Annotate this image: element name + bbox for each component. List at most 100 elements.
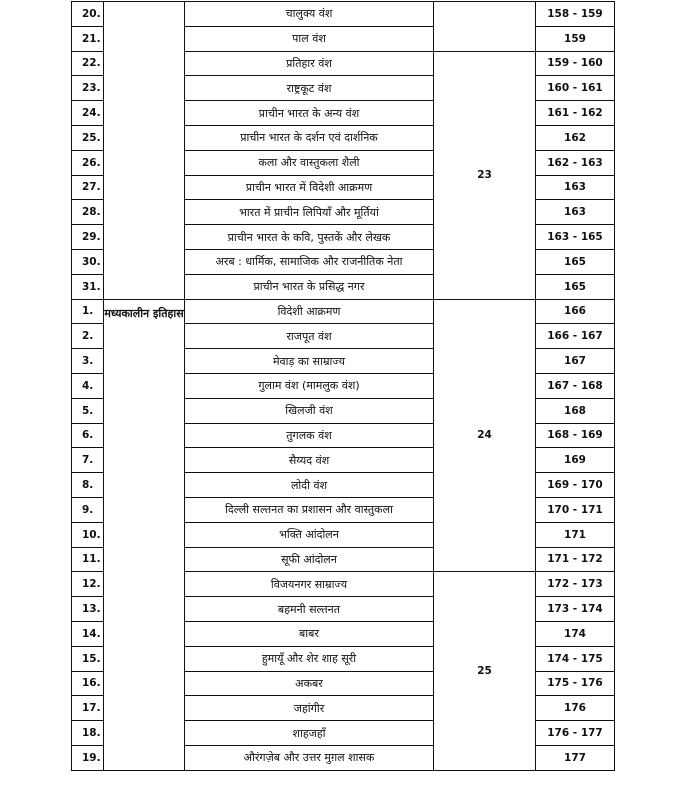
- section-name: [103, 1, 185, 300]
- topic-title: अरब : धार्मिक, सामाजिक और राजनीतिक नेता: [184, 248, 434, 275]
- topic-title: प्राचीन भारत के कवि, पुस्तकें और लेखक: [184, 224, 434, 250]
- page-range: 165: [535, 248, 615, 275]
- table-row: 14. बाबर 174: [71, 620, 615, 647]
- topic-title: प्राचीन भारत के दर्शन एवं दार्शनिक: [184, 124, 434, 151]
- group-number: 24: [433, 298, 536, 573]
- row-number: 9.: [71, 496, 104, 523]
- page-range: 175 - 176: [535, 670, 615, 697]
- table-row: 13. बहमनी सल्तनत 173 - 174: [71, 596, 615, 622]
- page-range: 159: [535, 25, 615, 52]
- page-range: 176: [535, 695, 615, 722]
- page-range: 161 - 162: [535, 100, 615, 126]
- page-range: 160 - 161: [535, 75, 615, 102]
- topic-title: सूफी आंदोलन: [184, 546, 434, 573]
- table-row: 16. अकबर 175 - 176: [71, 670, 615, 697]
- topic-title: लोदी वंश: [184, 472, 434, 498]
- page-range: 174 - 175: [535, 645, 615, 672]
- page-range: 168 - 169: [535, 422, 615, 449]
- row-number: 6.: [71, 422, 104, 449]
- table-row: 23. राष्ट्रकूट वंश 160 - 161: [71, 75, 615, 102]
- row-number: 4.: [71, 372, 104, 399]
- row-number: 19.: [71, 744, 104, 771]
- topic-title: राष्ट्रकूट वंश: [184, 75, 434, 102]
- table-row: 30. अरब : धार्मिक, सामाजिक और राजनीतिक ने…: [71, 248, 615, 275]
- table-row: 9. दिल्ली सल्तनत का प्रशासन और वास्तुकला 1…: [71, 496, 615, 523]
- table-row: 25. प्राचीन भारत के दर्शन एवं दार्शनिक 162: [71, 124, 615, 151]
- page-range: 166 - 167: [535, 323, 615, 350]
- topic-title: मेवाड़ का साम्राज्य: [184, 348, 434, 374]
- row-number: 21.: [71, 25, 104, 52]
- topic-title: तुगलक वंश: [184, 422, 434, 449]
- page-range: 163 - 165: [535, 224, 615, 250]
- topic-title: बाबर: [184, 620, 434, 647]
- table-row: 21. पाल वंश 159: [71, 25, 615, 52]
- topic-title: जहांगीर: [184, 695, 434, 722]
- page-range: 163: [535, 199, 615, 226]
- topic-title: सैय्यद वंश: [184, 447, 434, 474]
- row-number: 17.: [71, 695, 104, 722]
- topic-title: भारत में प्राचीन लिपियाँ और मूर्तियां: [184, 199, 434, 226]
- table-row: 4. गुलाम वंश (मामलुक वंश) 167 - 168: [71, 372, 615, 399]
- topic-title: दिल्ली सल्तनत का प्रशासन और वास्तुकला: [184, 496, 434, 523]
- row-number: 27.: [71, 174, 104, 201]
- row-number: 25.: [71, 124, 104, 151]
- row-number: 11.: [71, 546, 104, 573]
- row-number: 3.: [71, 348, 104, 374]
- table-row: 7. सैय्यद वंश 169: [71, 447, 615, 474]
- topic-title: खिलजी वंश: [184, 397, 434, 424]
- group-number: [433, 1, 536, 52]
- row-number: 29.: [71, 224, 104, 250]
- page-range: 167 - 168: [535, 372, 615, 399]
- group-number: 25: [433, 571, 536, 771]
- topic-title: विजयनगर साम्राज्य: [184, 571, 434, 598]
- row-number: 13.: [71, 596, 104, 622]
- page-range: 162: [535, 124, 615, 151]
- page-range: 171: [535, 521, 615, 548]
- page-range: 172 - 173: [535, 571, 615, 598]
- table-row: 6. तुगलक वंश 168 - 169: [71, 422, 615, 449]
- topic-title: विदेशी आक्रमण: [184, 298, 434, 325]
- table-row: 17. जहांगीर 176: [71, 695, 615, 722]
- row-number: 26.: [71, 149, 104, 176]
- row-number: 15.: [71, 645, 104, 672]
- topic-title: कला और वास्तुकला शैली: [184, 149, 434, 176]
- table-row: 3. मेवाड़ का साम्राज्य 167: [71, 348, 615, 374]
- row-number: 14.: [71, 620, 104, 647]
- table-row: 10. भक्ति आंदोलन 171: [71, 521, 615, 548]
- row-number: 30.: [71, 248, 104, 275]
- page-range: 163: [535, 174, 615, 201]
- row-number: 7.: [71, 447, 104, 474]
- row-number: 2.: [71, 323, 104, 350]
- row-number: 24.: [71, 100, 104, 126]
- group-number: 23: [433, 50, 536, 300]
- page-range: 169: [535, 447, 615, 474]
- row-number: 16.: [71, 670, 104, 697]
- topic-title: गुलाम वंश (मामलुक वंश): [184, 372, 434, 399]
- table-row: 29. प्राचीन भारत के कवि, पुस्तकें और लेखक…: [71, 224, 615, 250]
- row-number: 31.: [71, 273, 104, 300]
- topic-title: प्रतिहार वंश: [184, 50, 434, 77]
- table-row: 24. प्राचीन भारत के अन्य वंश 161 - 162: [71, 100, 615, 126]
- row-number: 8.: [71, 472, 104, 498]
- page-range: 165: [535, 273, 615, 300]
- page-range: 166: [535, 298, 615, 325]
- page-range: 170 - 171: [535, 496, 615, 523]
- topic-title: प्राचीन भारत के अन्य वंश: [184, 100, 434, 126]
- row-number: 10.: [71, 521, 104, 548]
- row-number: 23.: [71, 75, 104, 102]
- topic-title: हुमायूँ और शेर शाह सूरी: [184, 645, 434, 672]
- page-range: 177: [535, 744, 615, 771]
- topic-title: प्राचीन भारत के प्रसिद्ध नगर: [184, 273, 434, 300]
- table-row: 1. मध्यकालीन इतिहास विदेशी आक्रमण 24 166: [71, 298, 615, 771]
- page-range: 158 - 159: [535, 1, 615, 27]
- table-row: 15. हुमायूँ और शेर शाह सूरी 174 - 175: [71, 645, 615, 672]
- topic-title: भक्ति आंदोलन: [184, 521, 434, 548]
- topic-title: चालुक्य वंश: [184, 1, 434, 27]
- page-range: 162 - 163: [535, 149, 615, 176]
- page-range: 169 - 170: [535, 472, 615, 498]
- row-number: 22.: [71, 50, 104, 77]
- page-range: 168: [535, 397, 615, 424]
- page-range: 171 - 172: [535, 546, 615, 573]
- row-number: 5.: [71, 397, 104, 424]
- table-row: 11. सूफी आंदोलन 171 - 172: [71, 546, 615, 573]
